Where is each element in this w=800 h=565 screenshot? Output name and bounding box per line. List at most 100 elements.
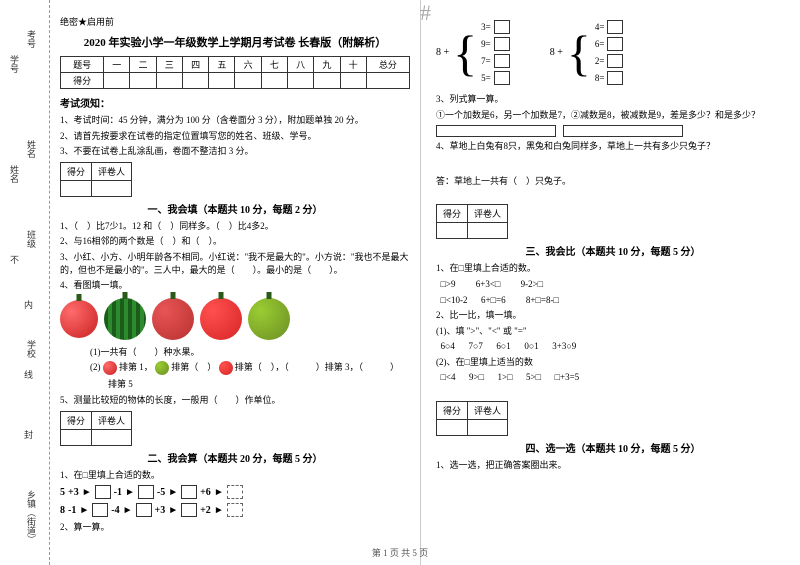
q: 排第 5 <box>60 378 410 391</box>
answer-box[interactable] <box>181 503 197 517</box>
expr: 6○1 <box>496 341 510 351</box>
equation-row: 5 +3► -1► -5► +6► <box>60 485 410 499</box>
q: (2)、在□里填上适当的数 <box>436 356 790 369</box>
brace-items: 4= 6= 2= 8= <box>595 20 624 85</box>
td[interactable] <box>340 73 366 89</box>
brace-icon: { <box>567 28 591 78</box>
txt: 排第 1， <box>119 362 153 372</box>
expr: 6+□=6 <box>481 295 506 305</box>
answer-box[interactable] <box>607 37 623 51</box>
td[interactable] <box>92 180 132 196</box>
td[interactable] <box>314 73 340 89</box>
answer-box[interactable] <box>227 503 243 517</box>
op: -4 <box>111 505 119 516</box>
td: 评卷人 <box>468 205 508 223</box>
brace-group: 8 + { 3= 9= 7= 5= <box>436 20 510 85</box>
eq: 3= <box>481 22 491 32</box>
tomato-icon <box>200 298 242 340</box>
green-fruit-icon <box>248 298 290 340</box>
expr: 3+3○9 <box>552 341 576 351</box>
q: 4、草地上白兔有8只，黑兔和白兔同样多，草地上一共有多少只兔子？ <box>436 140 790 153</box>
answer-box[interactable] <box>494 71 510 85</box>
th: 二 <box>130 57 156 73</box>
eq: 5= <box>481 73 491 83</box>
answer-box[interactable] <box>607 20 623 34</box>
expr: 6○4 <box>441 341 455 351</box>
td[interactable] <box>437 420 468 436</box>
th: 一 <box>104 57 130 73</box>
td[interactable] <box>61 429 92 445</box>
expr: □<10-2 <box>441 295 468 305</box>
td[interactable] <box>209 73 235 89</box>
brace-icon: { <box>453 28 477 78</box>
row: □<10-2 6+□=6 8+□=8-□ <box>436 294 790 307</box>
answer-line <box>436 124 790 137</box>
notice-item: 3、不要在试卷上乱涂乱画，卷面不整洁扣 3 分。 <box>60 145 410 158</box>
binding-label: 考号 <box>25 30 38 48</box>
cherry-dot-icon <box>103 361 117 375</box>
td[interactable] <box>288 73 314 89</box>
td[interactable] <box>468 223 508 239</box>
answer-box[interactable] <box>227 485 243 499</box>
q: 5、测量比较短的物体的长度，一般用（ ）作单位。 <box>60 394 410 407</box>
answer-box[interactable] <box>494 54 510 68</box>
q: 3、列式算一算。 <box>436 93 790 106</box>
expr: 6+3<□ <box>476 279 501 289</box>
td[interactable] <box>468 420 508 436</box>
binding-label: 不 <box>8 255 21 264</box>
num: 8 <box>60 505 65 516</box>
watermelon-icon <box>104 298 146 340</box>
answer-box[interactable] <box>138 485 154 499</box>
q: (2) 排第 1， 排第（ ） 排第（ ），（ ）排第 3，（ ） <box>60 361 410 375</box>
th: 九 <box>314 57 340 73</box>
answer-box[interactable] <box>607 54 623 68</box>
td[interactable] <box>156 73 182 89</box>
td: 得分 <box>61 73 104 89</box>
td: 得分 <box>437 402 468 420</box>
td[interactable] <box>235 73 261 89</box>
q: ①一个加数是6，另一个加数是7，②减数是8，被减数是9，差是多少？和是多少？ <box>436 109 790 122</box>
td[interactable] <box>92 429 132 445</box>
num: 5 <box>60 487 65 498</box>
answer-box[interactable] <box>136 503 152 517</box>
notice-item: 2、请首先按要求在试卷的指定位置填写您的姓名、班级、学号。 <box>60 130 410 143</box>
answer-box[interactable] <box>494 37 510 51</box>
td[interactable] <box>61 180 92 196</box>
binding-label: 姓名 <box>25 140 38 158</box>
th: 五 <box>209 57 235 73</box>
equation-row: 8 -1► -4► +3► +2► <box>60 503 410 517</box>
answer-box[interactable] <box>92 503 108 517</box>
q: 1、选一选，把正确答案圈出来。 <box>436 459 790 472</box>
green-dot-icon <box>155 361 169 375</box>
td[interactable] <box>130 73 156 89</box>
answer-box[interactable] <box>607 71 623 85</box>
prefix: 8 + <box>436 47 449 58</box>
q: 2、算一算。 <box>60 521 410 534</box>
answer-box[interactable] <box>563 125 683 137</box>
row: 6○4 7○7 6○1 0○1 3+3○9 <box>436 340 790 353</box>
answer-box[interactable] <box>181 485 197 499</box>
score-table: 题号 一 二 三 四 五 六 七 八 九 十 总分 得分 <box>60 56 410 89</box>
td[interactable] <box>104 73 130 89</box>
binding-label: 封 <box>22 430 35 439</box>
td[interactable] <box>182 73 208 89</box>
td: 得分 <box>437 205 468 223</box>
answer-box[interactable] <box>494 20 510 34</box>
grade-box: 得分评卷人 <box>60 411 132 446</box>
q: (1)、填 ">"、"<" 或 "=" <box>436 325 790 338</box>
q: 2、与16相邻的两个数是（ ）和（ ）。 <box>60 235 410 248</box>
answer-box[interactable] <box>436 125 556 137</box>
td[interactable] <box>437 223 468 239</box>
td[interactable] <box>261 73 287 89</box>
td[interactable] <box>366 73 409 89</box>
expr: 8+□=8-□ <box>526 295 559 305</box>
q: 1、在□里填上合适的数。 <box>60 469 410 482</box>
brace-items: 3= 9= 7= 5= <box>481 20 510 85</box>
th: 八 <box>288 57 314 73</box>
binding-label: 线 <box>22 370 35 379</box>
binding-label: 班级 <box>25 230 38 248</box>
prefix: 8 + <box>550 47 563 58</box>
q: 2、比一比，填一填。 <box>436 309 790 322</box>
answer-box[interactable] <box>95 485 111 499</box>
eq: 6= <box>595 39 605 49</box>
